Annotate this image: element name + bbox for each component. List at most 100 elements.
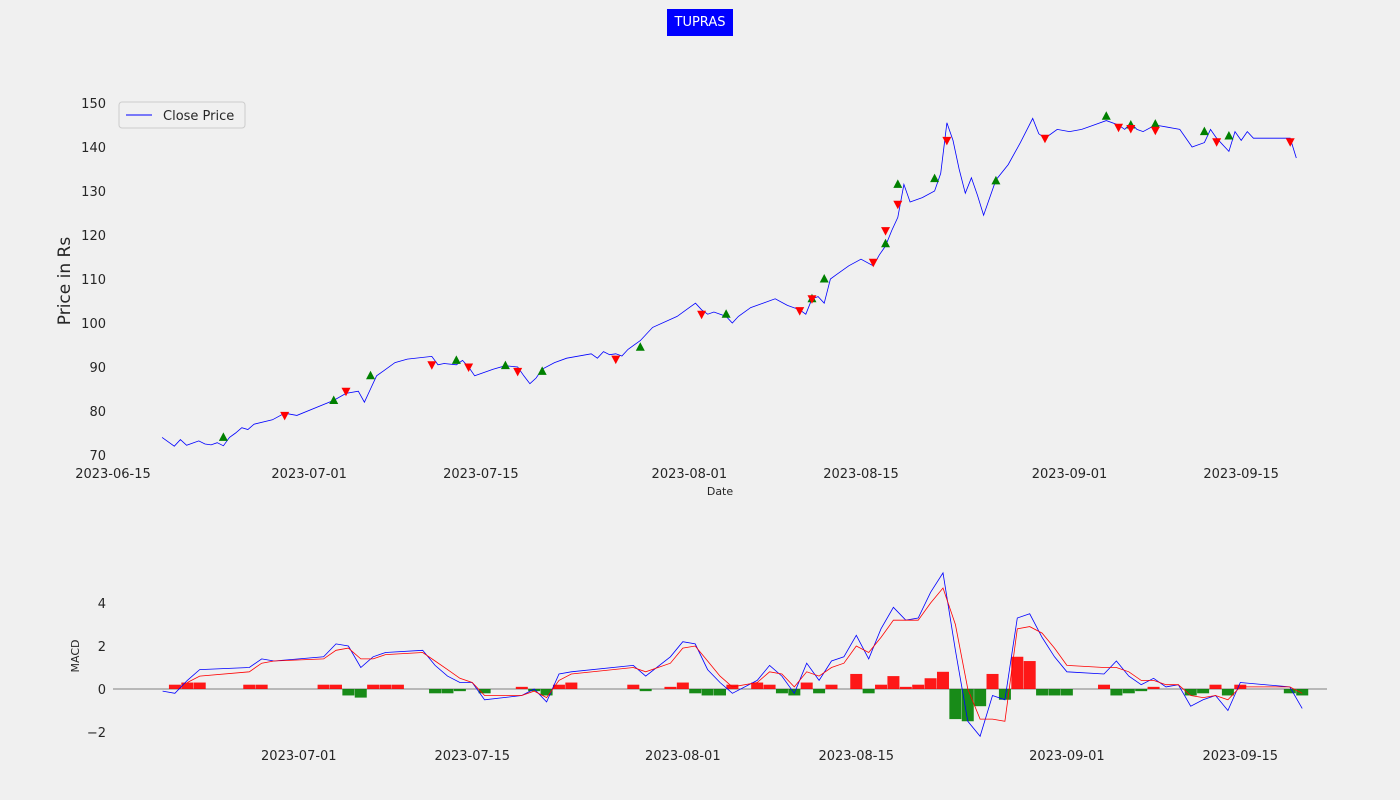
buy-signal-marker [721, 309, 731, 318]
macd-x-tick-label: 2023-09-01 [1029, 749, 1105, 764]
macd-histogram-bar [701, 689, 714, 696]
sell-signal-marker [341, 387, 351, 397]
macd-x-tick-label: 2023-09-15 [1203, 749, 1279, 764]
macd-histogram-bar [342, 689, 355, 696]
macd-histogram-bar [1209, 684, 1222, 689]
macd-histogram-bar [515, 686, 528, 689]
macd-histogram-bar [627, 684, 640, 689]
macd-histogram-bar [751, 682, 764, 689]
legend-label: Close Price [163, 109, 234, 124]
macd-histogram-bar [540, 689, 553, 696]
buy-signal-marker [635, 342, 645, 351]
macd-histogram-bar [478, 689, 491, 694]
price-y-axis-label: Price in Rs [55, 237, 75, 326]
sell-signal-marker [1150, 126, 1160, 136]
sell-signal-marker [464, 363, 474, 372]
macd-histogram-bar [998, 689, 1011, 700]
macd-histogram-bar [441, 689, 454, 694]
buy-signal-marker [881, 238, 891, 248]
macd-histogram-bar [367, 684, 380, 689]
buy-signal-marker [451, 355, 461, 364]
sell-signal-marker [611, 355, 621, 365]
sell-signal-marker [1126, 125, 1136, 134]
sell-signal-marker [1114, 123, 1124, 133]
macd-histogram-bar [825, 684, 838, 689]
sell-signal-marker [942, 136, 952, 146]
buy-signal-marker [329, 395, 339, 404]
macd-x-tick-label: 2023-08-15 [818, 749, 894, 764]
buy-signal-marker [537, 366, 547, 375]
sell-signal-marker [1040, 134, 1050, 144]
buy-signal-marker [819, 274, 829, 283]
sell-signal-marker [807, 295, 817, 304]
buy-signal-marker [1224, 131, 1234, 140]
macd-histogram-bar [875, 684, 888, 689]
sell-signal-marker [881, 227, 891, 236]
macd-histogram-bar [243, 684, 256, 689]
macd-histogram-bar [391, 684, 404, 689]
macd-histogram-bar [354, 689, 367, 698]
price-y-tick-label: 100 [81, 317, 106, 332]
buy-signal-marker [930, 173, 940, 183]
macd-histogram-bar [379, 684, 392, 689]
macd-x-tick-label: 2023-07-15 [434, 749, 510, 764]
buy-signal-marker [366, 370, 376, 380]
macd-histogram-bar [1135, 689, 1148, 692]
macd-histogram-bar [775, 689, 788, 694]
macd-histogram-bar [714, 689, 726, 696]
macd-histogram-bar [1122, 689, 1135, 694]
macd-histogram-bar [168, 684, 181, 689]
macd-histogram-bar [850, 673, 863, 689]
macd-histogram-bar [961, 689, 974, 722]
macd-y-tick-label: 2 [98, 640, 106, 655]
macd-histogram-bar [528, 689, 541, 692]
price-y-tick-label: 140 [81, 141, 106, 156]
close-price-line [161, 117, 1297, 447]
sell-signal-marker [280, 411, 290, 421]
macd-y-tick-label: 0 [98, 683, 106, 698]
macd-histogram-bar [1221, 689, 1234, 696]
price-y-tick-label: 80 [89, 405, 106, 420]
sell-signal-marker [868, 258, 878, 268]
sell-signal-marker [697, 310, 707, 320]
buy-signal-marker [1199, 126, 1209, 136]
sell-signal-marker [795, 307, 805, 316]
price-x-tick-label: 2023-09-01 [1032, 467, 1108, 482]
macd-x-tick-label: 2023-08-01 [645, 749, 721, 764]
macd-chart-panel: MACD −2 0 2 4 2023-07-01 2023-07-15 2023-08-0… [69, 571, 1327, 764]
buy-signal-marker [1150, 119, 1160, 128]
buy-signal-marker [218, 432, 228, 441]
macd-histogram-bar [689, 689, 702, 694]
price-x-tick-label: 2023-08-15 [823, 467, 899, 482]
chart-title: TUPRAS [667, 9, 733, 36]
price-y-tick-label: 70 [89, 449, 106, 464]
macd-histogram-bar [912, 684, 925, 689]
macd-histogram-bar [181, 682, 194, 689]
buy-signal-marker [893, 179, 903, 188]
price-y-tick-label: 90 [89, 361, 106, 376]
macd-histogram-bar [949, 689, 962, 720]
sell-signal-marker [1212, 138, 1222, 147]
price-y-tick-label: 120 [81, 229, 106, 244]
macd-histogram-bar [1110, 689, 1123, 696]
macd-y-axis-label: MACD [69, 640, 82, 673]
macd-histogram-bar [924, 678, 937, 689]
macd-histogram-bar [986, 673, 999, 689]
macd-histogram-bar [552, 684, 565, 689]
macd-histogram-bar [1048, 689, 1061, 696]
macd-histogram-bar [565, 682, 578, 689]
macd-histogram-bar [1011, 656, 1024, 689]
macd-histogram-bar [255, 684, 268, 689]
price-y-tick-label: 130 [81, 185, 106, 200]
buy-signal-marker [991, 175, 1001, 185]
macd-histogram-bar [1184, 689, 1197, 696]
price-x-axis-label: Date [707, 485, 734, 498]
macd-histogram-bar [1060, 689, 1073, 696]
macd-histogram-bar [813, 689, 826, 694]
price-y-tick-label: 150 [81, 97, 106, 112]
macd-x-tick-label: 2023-07-01 [261, 749, 337, 764]
macd-histogram-bar [974, 689, 987, 707]
macd-histogram-bar [763, 684, 776, 689]
sell-signal-marker [893, 200, 903, 210]
